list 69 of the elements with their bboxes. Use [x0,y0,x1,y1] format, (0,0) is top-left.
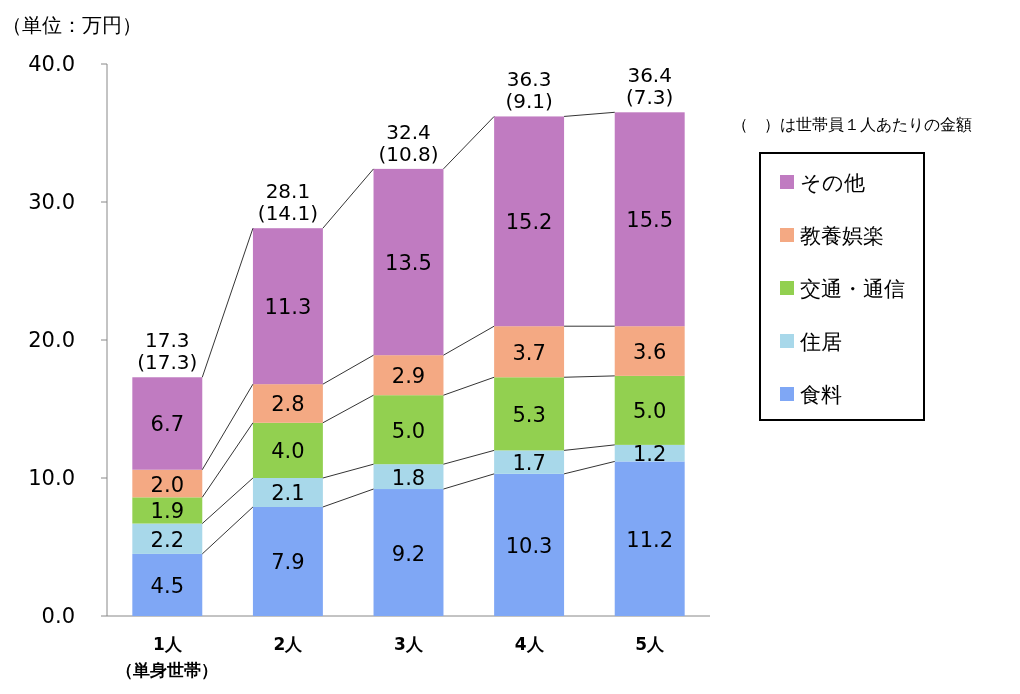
data-label: 11.2 [626,527,674,552]
x-tick-label: 4人 [514,634,545,654]
data-label: 4.0 [271,439,305,464]
data-label: 1.8 [391,465,426,490]
x-tick-label: 2人 [273,634,304,654]
data-label: 5.0 [633,399,667,424]
y-tick-label: 20.0 [28,328,75,352]
bar [373,355,444,396]
total-label: 28.1 (14.1) [257,179,318,226]
total-label: 36.4 (7.3) [625,63,674,110]
data-label: 2.1 [271,481,305,506]
bar [132,377,203,470]
data-label: 13.5 [385,251,432,276]
total-label: 36.3 (9.1) [505,67,553,114]
total-label: 17.3 (17.3) [137,328,198,375]
bar [252,506,323,616]
y-tick-label: 30.0 [28,190,75,214]
y-tick-label: 10.0 [28,466,75,490]
bar [252,478,323,507]
data-label: 1.2 [633,442,667,467]
data-label: 11.3 [264,295,312,320]
y-tick-label: 40.0 [28,52,75,76]
data-label: 3.6 [633,340,667,365]
y-axis-title: （単位：万円） [2,13,142,37]
bar [373,489,444,616]
bar [132,497,203,524]
bar [132,553,203,616]
bar [494,326,565,378]
data-label: 15.5 [626,208,674,233]
data-label: 10.3 [505,533,553,558]
data-label: 9.2 [391,541,426,566]
bar [614,461,685,616]
legend-label: 住居 [799,330,842,354]
legend-label: 交通・通信 [800,277,905,301]
bar [614,326,685,376]
bar [252,422,323,478]
bar [373,395,444,465]
x-tick-label: 5人 [635,634,666,654]
data-label: 2.8 [271,392,305,417]
data-label: 2.0 [150,472,184,497]
bar [614,375,685,445]
data-label: 3.7 [512,340,546,365]
bar [494,450,565,474]
x-tick-label: 3人 [394,634,424,654]
y-tick-label: 0.0 [41,604,75,628]
bar [614,112,685,327]
data-label: 7.9 [271,550,305,575]
data-label: 2.9 [391,364,426,389]
bar [252,228,323,385]
data-label: 5.0 [391,418,426,443]
bar [132,523,203,554]
legend-label: 食料 [800,383,842,407]
bar [373,168,444,356]
data-label: 2.2 [150,527,184,552]
data-label: 5.3 [512,402,546,427]
data-label: 6.7 [150,412,184,437]
bar [494,473,565,616]
legend-label: その他 [800,171,865,195]
data-label: 1.7 [512,451,546,476]
bar [494,377,565,451]
bar [252,384,323,423]
data-label: 15.2 [505,210,553,235]
bar [494,116,565,327]
legend-label: 教養娯楽 [800,224,884,248]
data-label: 1.9 [150,499,184,524]
data-label: 4.5 [150,573,184,598]
total-label: 32.4 (10.8) [378,119,439,166]
x-tick-label: 1人（単身世帯） [116,634,219,680]
text: （ ）は世帯員１人あたりの金額 [732,115,972,134]
